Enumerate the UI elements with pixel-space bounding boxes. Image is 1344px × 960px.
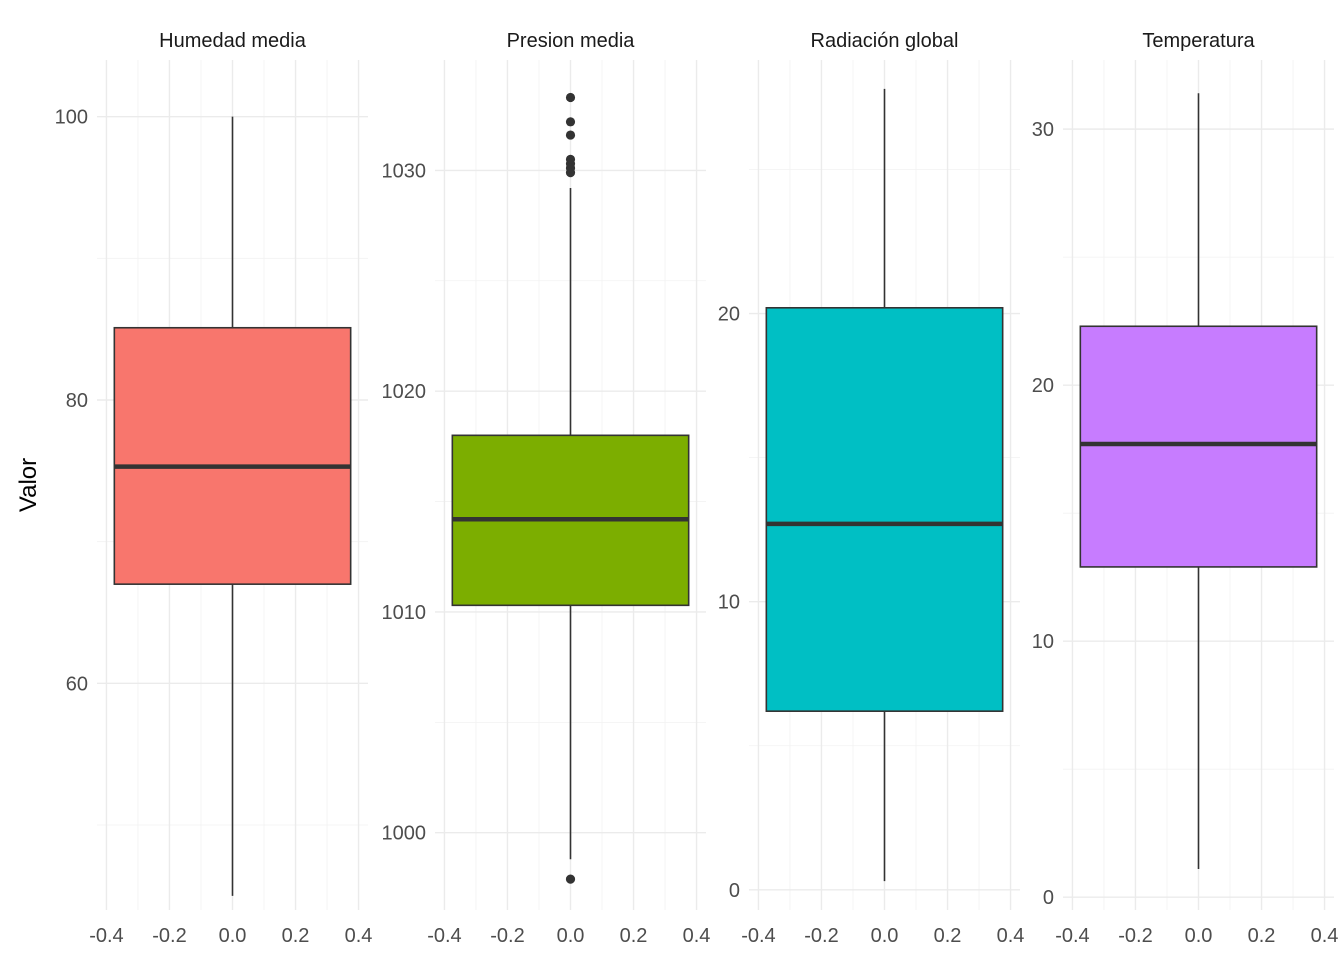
y-axis-title: Valor bbox=[15, 458, 42, 512]
box bbox=[113, 326, 352, 585]
y-tick-label: 0 bbox=[1043, 887, 1054, 909]
y-tick-label: 30 bbox=[1032, 119, 1054, 141]
x-tick-label: -0.4 bbox=[741, 925, 775, 947]
x-tick-label: 0.4 bbox=[1311, 925, 1339, 947]
outlier-point bbox=[565, 154, 576, 164]
y-tick-label: 10 bbox=[718, 592, 740, 614]
x-tick-label: 0.4 bbox=[683, 925, 711, 947]
outlier-point bbox=[565, 130, 576, 140]
panel-title: Presion media bbox=[507, 30, 636, 52]
x-tick-label: 0.2 bbox=[282, 925, 310, 947]
box bbox=[765, 306, 1004, 712]
x-tick-label: 0.0 bbox=[219, 925, 247, 947]
x-tick-label: 0.2 bbox=[620, 925, 648, 947]
x-tick-label: 0.2 bbox=[934, 925, 962, 947]
panel-title: Radiación global bbox=[811, 30, 959, 52]
x-tick-label: -0.2 bbox=[1118, 925, 1152, 947]
panel-title: Temperatura bbox=[1142, 30, 1255, 52]
x-tick-label: 0.4 bbox=[997, 925, 1025, 947]
y-tick-label: 1020 bbox=[382, 381, 427, 403]
x-tick-label: -0.4 bbox=[1055, 925, 1089, 947]
x-tick-label: -0.2 bbox=[152, 925, 186, 947]
outlier-point bbox=[565, 92, 576, 103]
panel-1: Presion media 1000 1010 1020 1030 -0.4 -0.2 0.0… bbox=[382, 30, 711, 947]
y-tick-label: 80 bbox=[66, 390, 88, 412]
x-tick-label: 0.0 bbox=[557, 925, 585, 947]
outlier-point bbox=[565, 117, 576, 127]
x-tick-label: 0.0 bbox=[1185, 925, 1213, 947]
y-tick-label: 100 bbox=[55, 107, 88, 129]
y-tick-label: 20 bbox=[1032, 375, 1054, 397]
box bbox=[1079, 325, 1318, 568]
panel-2: Radiación global 0 10 20 -0.4 -0.2 0.0 0.2 0.4 bbox=[718, 30, 1025, 947]
x-tick-label: -0.4 bbox=[89, 925, 123, 947]
y-tick-label: 10 bbox=[1032, 631, 1054, 653]
x-tick-label: 0.0 bbox=[871, 925, 899, 947]
y-tick-label: 60 bbox=[66, 673, 88, 695]
panel-0: Humedad media 60 80 100 -0.4 -0.2 0.0 0.2 0.4 bbox=[55, 30, 373, 947]
y-tick-label: 0 bbox=[729, 880, 740, 902]
x-tick-label: 0.4 bbox=[345, 925, 373, 947]
y-tick-label: 1010 bbox=[382, 602, 427, 624]
panel-title: Humedad media bbox=[159, 30, 307, 52]
x-tick-label: -0.2 bbox=[490, 925, 524, 947]
y-tick-label: 1030 bbox=[382, 160, 427, 182]
x-tick-label: -0.2 bbox=[804, 925, 838, 947]
y-tick-label: 1000 bbox=[382, 823, 427, 845]
x-tick-label: 0.2 bbox=[1248, 925, 1276, 947]
y-tick-label: 20 bbox=[718, 304, 740, 326]
outlier-point bbox=[565, 874, 576, 884]
x-tick-label: -0.4 bbox=[427, 925, 461, 947]
panel-3: Temperatura 0 10 20 30 -0.4 -0.2 0.0 0.2 0.4 bbox=[1032, 30, 1339, 947]
